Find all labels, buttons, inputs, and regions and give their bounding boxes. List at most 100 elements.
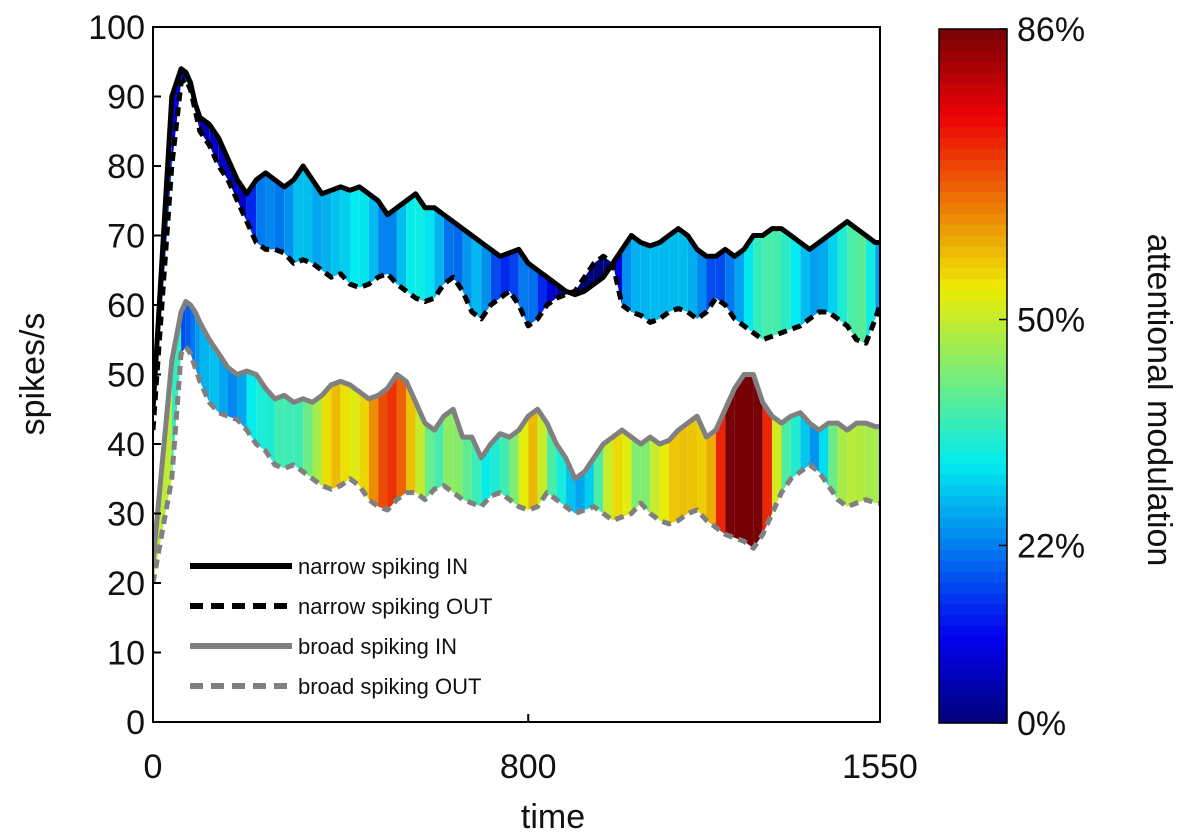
- broad-band-segment: [185, 301, 191, 354]
- colorbar-step: [939, 701, 1007, 713]
- colorbar-step: [939, 224, 1007, 236]
- colorbar-step: [939, 582, 1007, 594]
- narrow-band-segment: [847, 221, 857, 340]
- narrow-band-segment: [500, 252, 510, 299]
- colorbar-step: [939, 278, 1007, 290]
- broad-band-segment: [593, 444, 604, 514]
- narrow-band-segment: [312, 179, 322, 271]
- colorbar-step: [939, 614, 1007, 626]
- narrow-band-segment: [481, 242, 491, 319]
- y-tick-label: 50: [107, 357, 145, 395]
- colorbar-step: [939, 397, 1007, 410]
- colorbar-step: [939, 527, 1007, 540]
- colorbar-step: [939, 50, 1007, 63]
- narrow-band-segment: [687, 235, 698, 319]
- narrow-band-segment: [443, 214, 454, 285]
- broad-band-segment: [443, 409, 454, 493]
- narrow-band-segment: [734, 249, 744, 326]
- broad-band-segment: [622, 430, 632, 517]
- broad-band-segment: [209, 339, 219, 413]
- colorbar-label: attentional modulation: [1140, 234, 1177, 567]
- colorbar-step: [939, 560, 1007, 572]
- broad-band-segment: [640, 437, 651, 514]
- legend-label: narrow spiking OUT: [298, 594, 492, 619]
- colorbar-frame: [938, 28, 1008, 724]
- colorbar-step: [939, 180, 1007, 193]
- narrow-band-segment: [246, 179, 257, 243]
- narrow-band-segment: [668, 228, 679, 312]
- colorbar-step: [939, 126, 1007, 139]
- broad-band-segment: [340, 381, 350, 486]
- broad-band-segment: [274, 395, 285, 469]
- narrow-band-segment: [744, 235, 754, 333]
- y-tick-label: 60: [107, 287, 145, 325]
- colorbar-step: [939, 115, 1007, 128]
- colorbar-step: [939, 159, 1007, 171]
- narrow-band-segment: [856, 228, 866, 344]
- y-tick-label: 20: [107, 565, 145, 603]
- broad-band-segment: [218, 353, 228, 417]
- series-line-3: [153, 344, 880, 584]
- narrow-band-segment: [321, 190, 332, 278]
- narrow-band-segment: [772, 228, 782, 337]
- narrow-band-segment: [274, 179, 285, 253]
- series-lines: [153, 66, 880, 584]
- broad-band-segment: [462, 437, 472, 504]
- broad-band-segment: [237, 371, 247, 431]
- narrow-band-segment: [790, 235, 801, 330]
- colorbar-step: [939, 104, 1007, 117]
- broad-band-segment: [331, 381, 341, 490]
- colorbar-step: [939, 137, 1007, 149]
- colorbar-tick-label: 50%: [1017, 302, 1085, 340]
- broad-band-segment: [256, 374, 266, 451]
- broad-band-segment: [350, 384, 360, 486]
- colorbar-step: [939, 310, 1007, 323]
- narrow-band-segment: [809, 242, 819, 319]
- broad-band-segment: [781, 416, 791, 493]
- colorbar-step: [939, 72, 1007, 84]
- y-tick-label: 30: [107, 496, 145, 534]
- narrow-band-segment: [359, 186, 369, 288]
- broad-band-segment: [528, 409, 538, 510]
- colorbar-step: [939, 376, 1007, 388]
- broad-band-segment: [312, 395, 322, 486]
- narrow-band-segment: [622, 235, 632, 312]
- y-tick-label: 100: [88, 9, 145, 47]
- colorbar-step: [939, 625, 1007, 637]
- colorbar-step: [939, 668, 1007, 681]
- broad-band-segment: [387, 374, 397, 510]
- colorbar-tick-label: 0%: [1017, 705, 1066, 743]
- broad-band-segment: [284, 395, 294, 469]
- colorbar-step: [939, 549, 1007, 561]
- x-tick-label: 800: [500, 748, 557, 786]
- y-axis: 0 10 20 30 40 50 60 70 80 90 100: [88, 9, 161, 742]
- colorbar-step: [939, 213, 1007, 225]
- colorbar-step: [939, 245, 1007, 258]
- broad-band-segment: [565, 457, 576, 514]
- broad-band-segment: [744, 374, 754, 549]
- legend-label: narrow spiking IN: [298, 554, 468, 579]
- broad-band-segment: [406, 381, 416, 493]
- broad-band-segment: [368, 395, 379, 507]
- narrow-band-segment: [819, 235, 829, 312]
- narrow-band-segment: [368, 193, 379, 285]
- x-tick-label: 1550: [842, 748, 918, 786]
- narrow-band-segment: [331, 186, 341, 278]
- broad-band-segment: [509, 430, 519, 507]
- colorbar-step: [939, 571, 1007, 583]
- colorbar: 0% 22% 50% 86%: [938, 11, 1085, 743]
- broad-band-segment: [199, 322, 210, 403]
- narrow-band-segment: [753, 235, 763, 340]
- colorbar-step: [939, 462, 1007, 475]
- modulation-bands: [153, 68, 880, 583]
- x-axis-label: time: [521, 798, 585, 836]
- broad-band-segment: [490, 433, 501, 497]
- y-tick-label: 10: [107, 635, 145, 673]
- narrow-band-segment: [284, 179, 294, 264]
- broad-band-segment: [772, 416, 782, 514]
- broad-band-segment: [715, 409, 726, 535]
- narrow-band-segment: [265, 172, 275, 250]
- series-line-1: [153, 76, 880, 431]
- colorbar-step: [939, 343, 1007, 355]
